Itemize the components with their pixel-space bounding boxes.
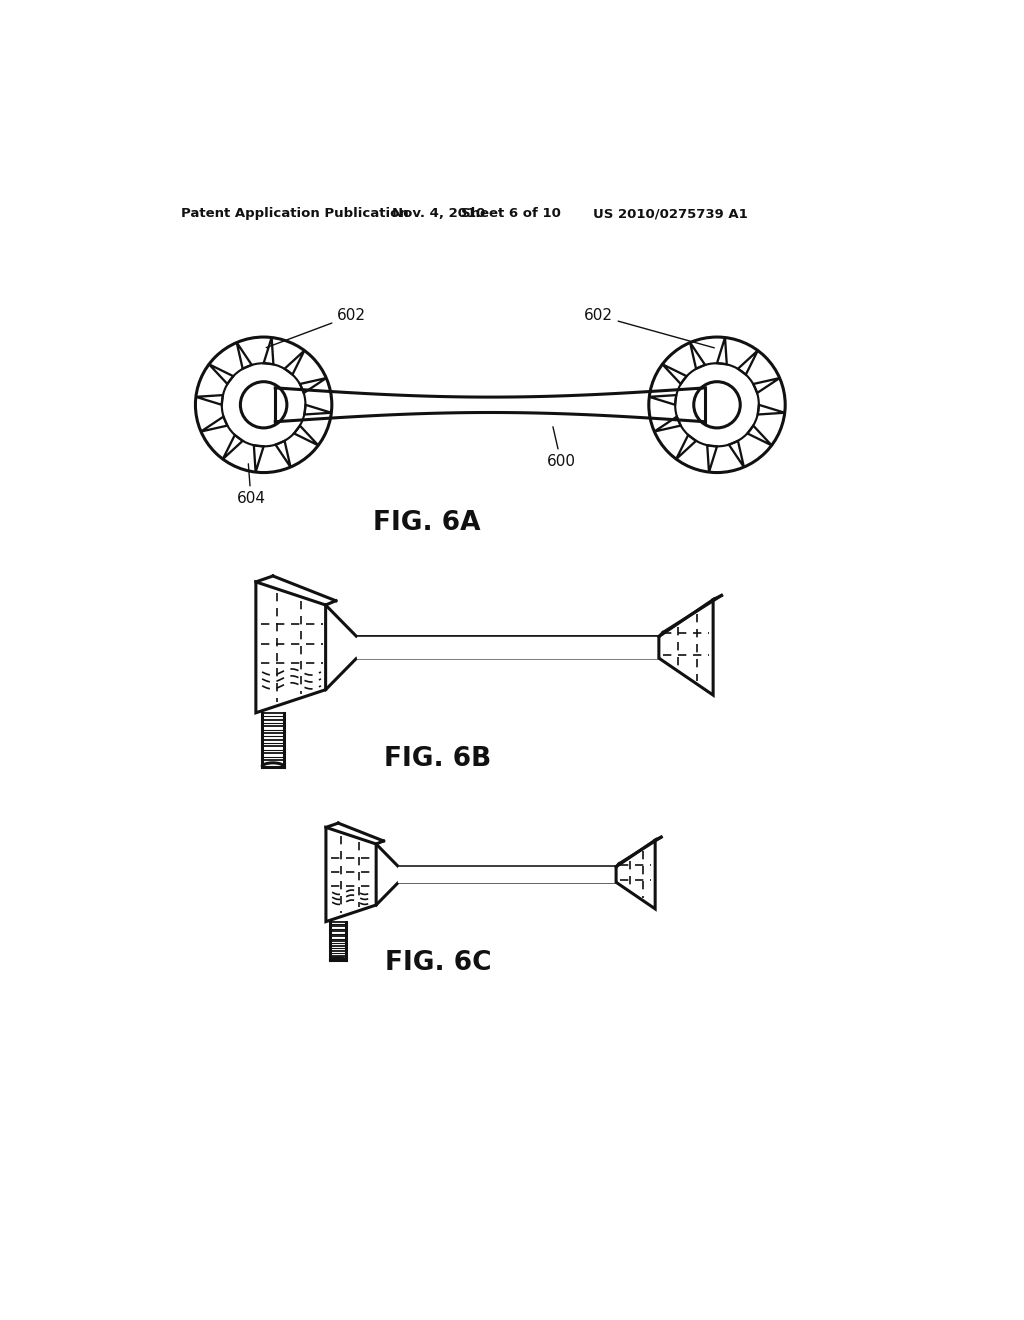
Text: FIG. 6A: FIG. 6A bbox=[373, 510, 480, 536]
Text: 600: 600 bbox=[547, 426, 575, 470]
Polygon shape bbox=[356, 636, 658, 659]
Text: 602: 602 bbox=[584, 308, 715, 348]
Text: US 2010/0275739 A1: US 2010/0275739 A1 bbox=[593, 207, 748, 220]
Text: FIG. 6B: FIG. 6B bbox=[384, 746, 492, 772]
Text: Patent Application Publication: Patent Application Publication bbox=[180, 207, 409, 220]
Text: FIG. 6C: FIG. 6C bbox=[385, 950, 492, 975]
Text: Sheet 6 of 10: Sheet 6 of 10 bbox=[461, 207, 561, 220]
Text: 602: 602 bbox=[266, 308, 367, 347]
Text: Nov. 4, 2010: Nov. 4, 2010 bbox=[391, 207, 485, 220]
Polygon shape bbox=[398, 867, 616, 882]
Text: 604: 604 bbox=[237, 463, 265, 507]
